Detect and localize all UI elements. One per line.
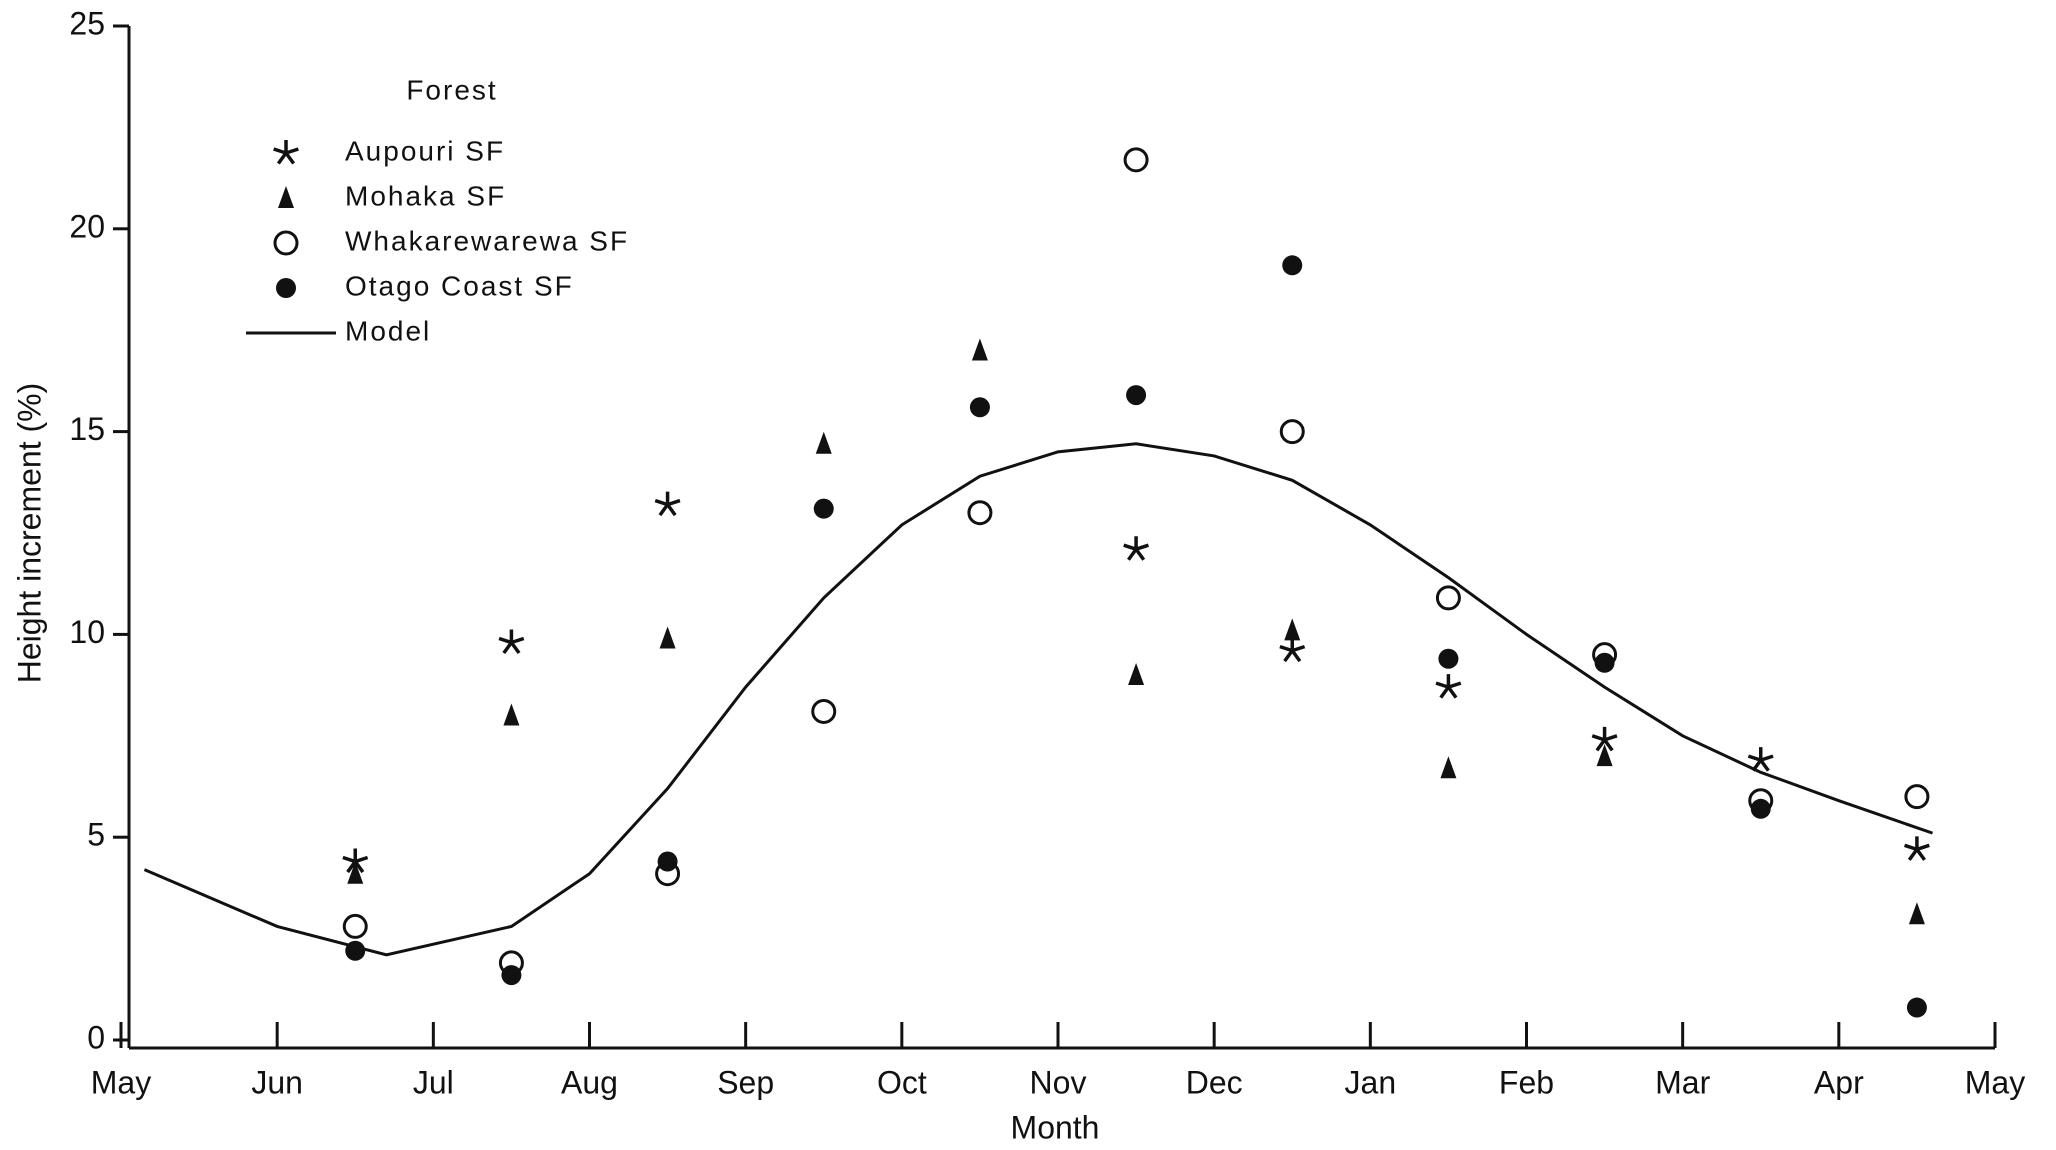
y-tick-label: 15 — [69, 411, 105, 447]
y-tick-label: 0 — [87, 1019, 105, 1055]
x-tick-label: Sep — [717, 1064, 774, 1100]
point — [969, 397, 990, 418]
point — [654, 491, 681, 517]
legend-label: Aupouri SF — [345, 135, 505, 166]
y-tick-label: 25 — [69, 5, 105, 41]
point — [659, 626, 676, 649]
point — [503, 703, 520, 726]
point — [347, 861, 364, 884]
legend-marker — [273, 140, 299, 165]
point — [1591, 726, 1618, 752]
point — [1594, 652, 1615, 673]
point — [967, 500, 993, 526]
y-tick-label: 10 — [69, 614, 105, 650]
point — [1123, 147, 1149, 173]
point — [1904, 784, 1930, 810]
point — [815, 431, 832, 454]
point — [971, 338, 988, 361]
point — [1750, 798, 1771, 819]
point — [342, 848, 369, 874]
point — [1435, 585, 1461, 611]
point — [498, 629, 525, 655]
model-line — [143, 442, 1934, 957]
point — [811, 698, 837, 724]
y-tick-label: 5 — [87, 817, 105, 853]
x-tick-label: May — [1965, 1064, 2025, 1100]
point — [813, 498, 834, 519]
point — [1284, 618, 1301, 641]
x-tick-label: Mar — [1655, 1064, 1710, 1100]
legend-label: Mohaka SF — [345, 180, 506, 211]
x-tick-label: Jul — [413, 1064, 454, 1100]
x-tick-label: Aug — [561, 1064, 618, 1100]
point — [1282, 255, 1303, 276]
point — [342, 913, 368, 939]
legend-marker — [276, 278, 296, 298]
point — [1908, 902, 1925, 925]
x-tick-label: Jun — [251, 1064, 303, 1100]
point — [1747, 747, 1774, 772]
point — [1906, 997, 1927, 1018]
y-tick-label: 20 — [69, 208, 105, 244]
point — [1126, 385, 1147, 406]
point — [1435, 674, 1462, 699]
point — [501, 965, 522, 986]
legend-marker — [273, 230, 299, 256]
x-tick-label: Oct — [877, 1064, 927, 1100]
x-tick-label: Dec — [1186, 1064, 1243, 1100]
x-tick-label: Feb — [1499, 1064, 1554, 1100]
x-tick-label: Jan — [1345, 1064, 1397, 1100]
x-tick-label: Nov — [1030, 1064, 1087, 1100]
point — [1440, 756, 1457, 779]
x-axis-label: Month — [1011, 1109, 1100, 1145]
x-tick-label: Apr — [1814, 1064, 1864, 1100]
legend-marker — [278, 186, 294, 208]
point — [1123, 536, 1149, 561]
legend-title: Forest — [406, 74, 497, 105]
point — [1596, 744, 1613, 767]
y-axis-label: Height increment (%) — [11, 383, 47, 684]
point — [1904, 836, 1930, 861]
point — [1438, 648, 1459, 669]
legend-label: Otago Coast SF — [345, 270, 574, 301]
legend-label: Model — [345, 315, 431, 346]
point — [1128, 662, 1145, 685]
point — [657, 851, 678, 872]
x-tick-label: May — [91, 1064, 151, 1100]
point — [1279, 637, 1306, 663]
legend-label: Whakarewarewa SF — [345, 225, 629, 256]
point — [1279, 419, 1305, 445]
